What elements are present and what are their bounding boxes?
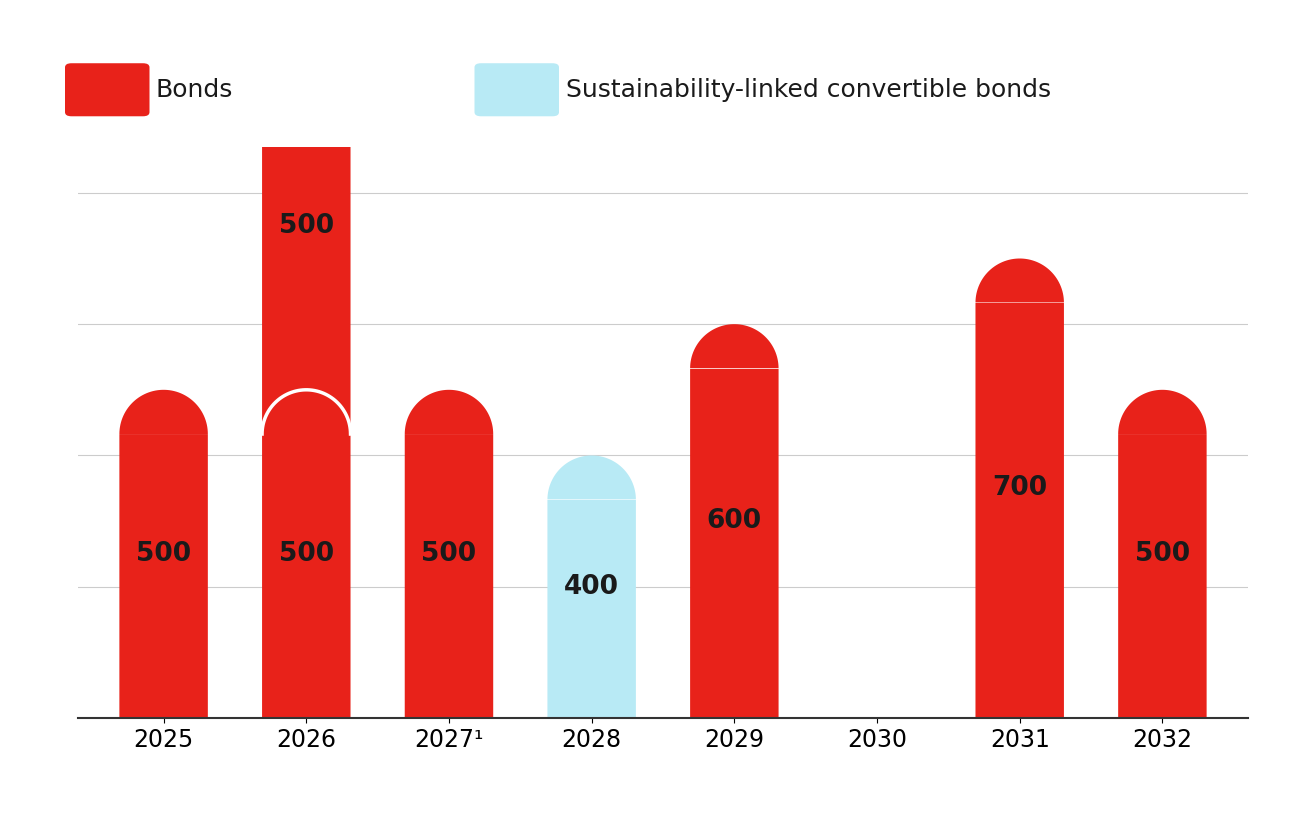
Text: 500: 500 — [421, 541, 477, 567]
Text: 400: 400 — [564, 574, 619, 600]
Text: 600: 600 — [707, 508, 762, 534]
PathPatch shape — [690, 324, 779, 718]
PathPatch shape — [263, 61, 351, 718]
Text: 500: 500 — [136, 541, 191, 567]
Text: Bonds: Bonds — [156, 78, 234, 102]
PathPatch shape — [547, 455, 636, 718]
Text: 500: 500 — [1135, 541, 1190, 567]
PathPatch shape — [1118, 390, 1206, 718]
Text: 700: 700 — [992, 475, 1048, 501]
Text: Sustainability-linked convertible bonds: Sustainability-linked convertible bonds — [566, 78, 1050, 102]
PathPatch shape — [404, 390, 493, 718]
Text: 500: 500 — [278, 541, 334, 567]
PathPatch shape — [120, 390, 208, 718]
PathPatch shape — [975, 259, 1063, 718]
Text: 500: 500 — [278, 213, 334, 238]
